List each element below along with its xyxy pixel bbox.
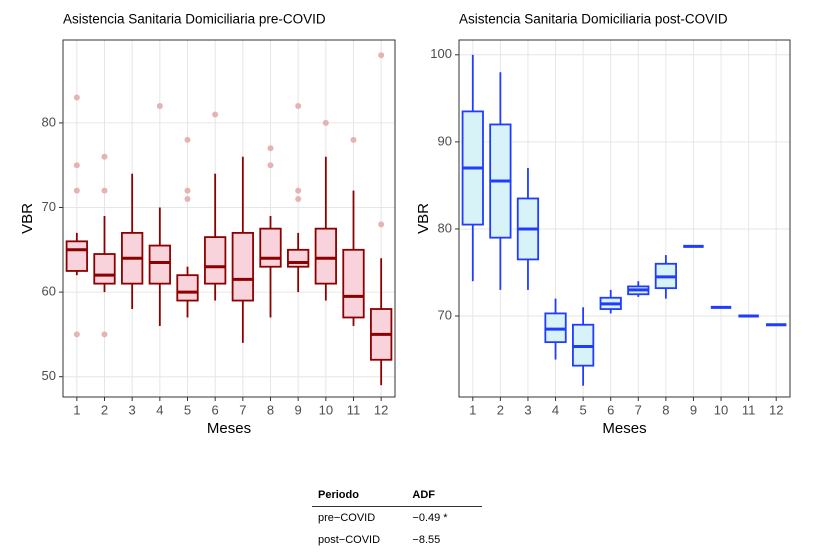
box	[204, 236, 227, 285]
outlier	[350, 136, 357, 143]
y-tick-label: 100	[430, 46, 452, 61]
table-row: pre−COVID −0.49 *	[312, 507, 482, 529]
box	[287, 248, 310, 268]
outlier	[184, 196, 191, 203]
y-tick-label: 70	[42, 199, 56, 214]
plot-border	[62, 39, 396, 398]
x-tick-label: 11	[742, 402, 756, 417]
x-tick-label: 6	[212, 402, 219, 417]
box	[65, 240, 88, 272]
x-tick-label: 10	[319, 402, 333, 417]
x-tick-label: 6	[607, 402, 614, 417]
outlier	[295, 102, 302, 109]
box	[148, 244, 171, 285]
column-header: Periodo	[318, 489, 359, 501]
outlier	[73, 187, 80, 194]
x-axis-title: Meses	[602, 420, 646, 437]
plot-area	[63, 40, 395, 397]
outlier	[378, 52, 385, 59]
outlier	[378, 221, 385, 228]
x-tick-label: 2	[101, 402, 108, 417]
cell: −0.49 *	[412, 512, 448, 524]
x-tick-label: 9	[295, 402, 302, 417]
outlier	[101, 187, 108, 194]
x-tick-label: 8	[662, 402, 669, 417]
y-tick-label: 60	[42, 284, 56, 299]
outlier	[267, 162, 274, 169]
table-header: Periodo ADF	[312, 484, 482, 507]
outlier	[322, 119, 329, 126]
outlier	[101, 331, 108, 338]
y-axis-title: VBR	[19, 203, 36, 234]
box	[259, 227, 282, 268]
x-tick-label: 1	[73, 402, 80, 417]
box	[342, 248, 365, 319]
x-tick-label: 4	[156, 402, 163, 417]
cell: −8.55	[412, 534, 441, 546]
x-tick-label: 3	[129, 402, 136, 417]
outlier	[295, 187, 302, 194]
outlier	[73, 162, 80, 169]
table-row: post−COVID −8.55	[312, 529, 482, 551]
column-header: ADF	[412, 489, 436, 501]
outlier	[267, 145, 274, 152]
x-axis-title: Meses	[207, 420, 251, 437]
outlier	[101, 153, 108, 160]
x-tick-label: 8	[267, 402, 274, 417]
x-tick-label: 4	[552, 402, 559, 417]
cell: post−COVID	[318, 534, 381, 546]
y-tick-label: 90	[438, 133, 452, 148]
x-tick-label: 1	[469, 402, 476, 417]
outlier	[295, 196, 302, 203]
cell: pre−COVID	[318, 512, 376, 524]
y-tick-label: 80	[42, 114, 56, 129]
box	[93, 253, 116, 285]
y-tick-label: 50	[42, 368, 56, 383]
outlier	[73, 331, 80, 338]
outlier	[184, 187, 191, 194]
chart-title: Asistencia Sanitaria Domiciliaria pre-CO…	[63, 12, 326, 27]
x-tick-label: 10	[714, 402, 728, 417]
x-tick-label: 11	[347, 402, 361, 417]
plot-border	[458, 39, 791, 398]
x-tick-label: 2	[497, 402, 504, 417]
plot-area	[459, 40, 790, 397]
x-tick-label: 3	[524, 402, 531, 417]
x-tick-label: 12	[374, 402, 388, 417]
chart-title: Asistencia Sanitaria Domiciliaria post-C…	[459, 12, 728, 27]
outlier	[156, 102, 163, 109]
x-tick-label: 5	[580, 402, 587, 417]
x-tick-label: 9	[690, 402, 697, 417]
y-axis-title: VBR	[415, 203, 432, 234]
box	[176, 274, 199, 302]
box	[231, 231, 254, 302]
x-tick-label: 12	[769, 402, 783, 417]
outlier	[73, 94, 80, 101]
x-tick-label: 5	[184, 402, 191, 417]
y-tick-label: 80	[438, 220, 452, 235]
outlier	[212, 111, 219, 118]
x-tick-label: 7	[635, 402, 642, 417]
outlier	[184, 136, 191, 143]
y-tick-label: 70	[438, 307, 452, 322]
adf-table: Periodo ADF pre−COVID −0.49 * post−COVID…	[312, 484, 482, 551]
box	[314, 227, 337, 285]
x-tick-label: 7	[239, 402, 246, 417]
